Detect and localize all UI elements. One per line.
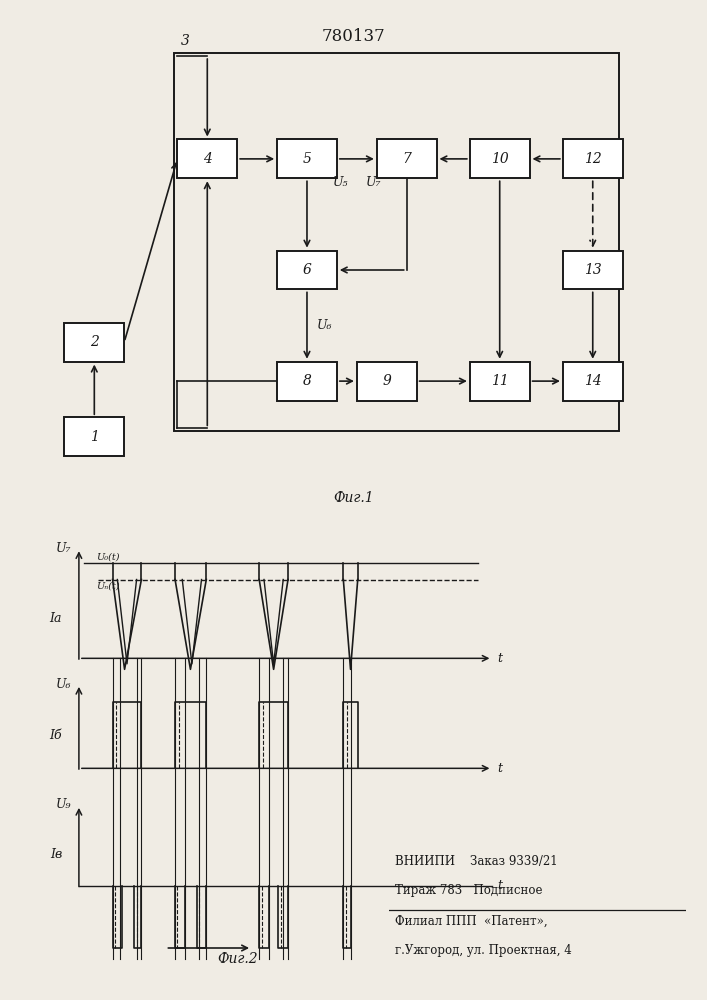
Bar [277, 362, 337, 401]
Text: U₇: U₇ [366, 176, 381, 189]
Bar [277, 139, 337, 178]
Bar [174, 53, 619, 431]
Text: 12: 12 [584, 152, 602, 166]
Text: Филиал ППП  «Патент»,: Филиал ППП «Патент», [395, 915, 547, 928]
Text: 3: 3 [181, 34, 189, 48]
Bar [563, 251, 623, 289]
Text: г.Ужгород, ул. Проектная, 4: г.Ужгород, ул. Проектная, 4 [395, 944, 571, 957]
Text: 2: 2 [90, 335, 99, 349]
Text: 11: 11 [491, 374, 508, 388]
Text: 9: 9 [382, 374, 391, 388]
Text: Iб: Iб [49, 729, 62, 742]
Text: ВНИИПИ    Заказ 9339/21: ВНИИПИ Заказ 9339/21 [395, 855, 557, 868]
Bar [377, 139, 437, 178]
Text: t: t [497, 652, 502, 665]
Text: Фиг.2: Фиг.2 [217, 952, 258, 966]
Text: 10: 10 [491, 152, 508, 166]
Text: 780137: 780137 [322, 28, 385, 45]
Bar [469, 362, 530, 401]
Text: U₆: U₆ [56, 678, 71, 690]
Text: 14: 14 [584, 374, 602, 388]
Bar [469, 139, 530, 178]
Bar [277, 251, 337, 289]
Bar [563, 139, 623, 178]
Text: 5: 5 [303, 152, 311, 166]
Text: 1: 1 [90, 430, 99, 444]
Text: 13: 13 [584, 263, 602, 277]
Bar [177, 139, 237, 178]
Bar [64, 323, 124, 362]
Text: 8: 8 [303, 374, 311, 388]
Text: Фиг.1: Фиг.1 [333, 491, 374, 505]
Text: U₉: U₉ [56, 798, 71, 812]
Bar [64, 417, 124, 456]
Text: U₇: U₇ [56, 542, 71, 555]
Text: t: t [497, 879, 502, 892]
Text: Iа: Iа [49, 612, 62, 625]
Text: t: t [497, 762, 502, 775]
Text: 4: 4 [203, 152, 211, 166]
Text: U₆: U₆ [317, 319, 332, 332]
Text: U₅: U₅ [332, 176, 348, 189]
Text: U₀(t): U₀(t) [95, 552, 119, 561]
Text: Iв: Iв [49, 848, 62, 861]
Bar [563, 362, 623, 401]
Bar [357, 362, 416, 401]
Text: 6: 6 [303, 263, 311, 277]
Text: Тираж 783   Подписное: Тираж 783 Подписное [395, 884, 542, 897]
Text: Uₙ(t): Uₙ(t) [95, 581, 119, 590]
Text: 7: 7 [402, 152, 411, 166]
